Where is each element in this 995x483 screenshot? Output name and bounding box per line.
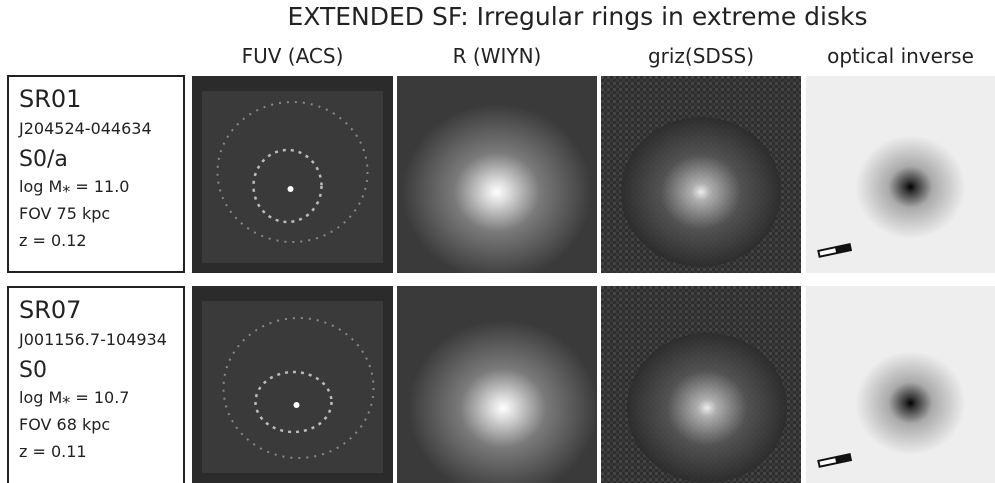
galaxy-image (806, 76, 995, 273)
stellar-mass: log M⁎ = 10.7 (19, 390, 183, 406)
morphology: S0/a (19, 149, 183, 171)
galaxy-name: SR01 (19, 87, 183, 111)
figure-title: EXTENDED SF: Irregular rings in extreme … (160, 2, 995, 31)
field-of-view: FOV 75 kpc (19, 206, 183, 222)
redshift: z = 0.11 (19, 444, 183, 460)
column-header: optical inverse (806, 44, 995, 68)
galaxy-name: SR07 (19, 298, 183, 322)
column-header: griz(SDSS) (601, 44, 801, 68)
redshift: z = 0.12 (19, 233, 183, 249)
galaxy-image (601, 286, 801, 483)
figure: EXTENDED SF: Irregular rings in extreme … (0, 0, 995, 483)
info-box: SR01 J204524-044634 S0/a log M⁎ = 11.0 F… (7, 75, 185, 273)
morphology: S0 (19, 360, 183, 382)
galaxy-id: J001156.7-104934 (19, 332, 183, 348)
field-of-view: FOV 68 kpc (19, 417, 183, 433)
column-header: R (WIYN) (397, 44, 597, 68)
galaxy-image (397, 76, 597, 273)
galaxy-image (601, 76, 801, 273)
column-header: FUV (ACS) (192, 44, 393, 68)
galaxy-image (397, 286, 597, 483)
galaxy-image (806, 286, 995, 483)
galaxy-image (192, 286, 393, 483)
info-box: SR07 J001156.7-104934 S0 log M⁎ = 10.7 F… (7, 286, 185, 483)
galaxy-id: J204524-044634 (19, 121, 183, 137)
stellar-mass: log M⁎ = 11.0 (19, 179, 183, 195)
galaxy-image (192, 76, 393, 273)
